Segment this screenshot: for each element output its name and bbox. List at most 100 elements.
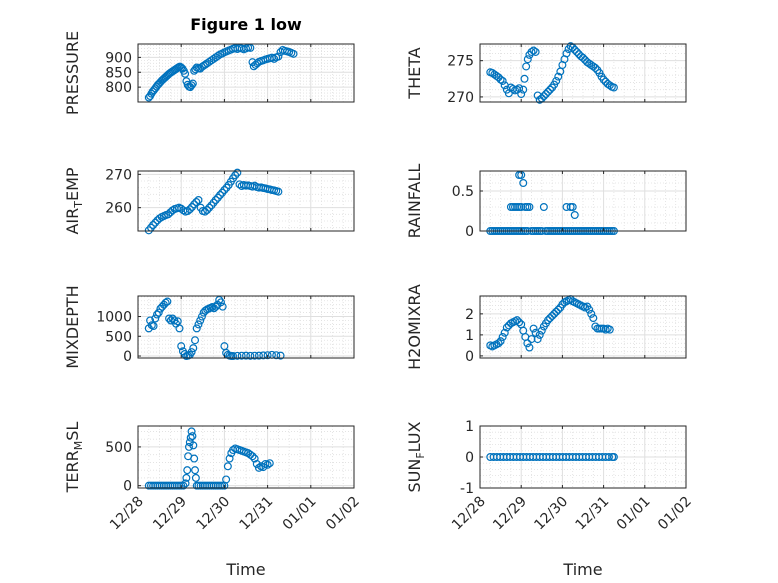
terr_msl-data-point [183,466,192,475]
h2omixra-data-point [552,307,561,316]
h2omixra-series [486,295,614,352]
terr_msl-ylabel-subscript: M [72,441,85,451]
sun_flux-ytick-label: 1 [465,419,474,435]
mixdepth-data-point [246,351,255,360]
air_temp-data-point [192,198,201,207]
mixdepth-series [144,295,285,361]
theta-ylabel-text: THETA [405,47,424,99]
h2omixra-data-point [550,309,559,318]
terr_msl-data-point [254,463,263,472]
mixdepth-data-point [191,336,200,345]
terr_msl-ylabel: TERRMSL [63,422,85,494]
rainfall-data-point [525,203,534,212]
theta-data-point [522,62,531,71]
h2omixra-data-point [554,305,563,314]
mixdepth-data-point [189,344,198,353]
terr_msl-data-point [225,454,234,463]
theta-data-point [552,76,561,85]
rainfall-data-point [539,203,548,212]
air_temp-data-point [200,207,209,216]
theta-data-point [520,74,529,83]
terr_msl-xlabel: Time [225,560,265,579]
terr_msl-data-point [177,481,186,490]
mixdepth-ytick-label: 500 [105,329,132,345]
terr_msl-ytick-label: 500 [105,440,132,456]
air_temp-data-point [233,168,242,177]
h2omixra-data-point [533,335,542,344]
pressure-data-point [270,54,279,63]
mixdepth-data-point [263,351,272,360]
sun_flux-xtick-label: 12/28 [449,494,489,534]
theta-data-point [546,85,555,94]
air_temp-data-point [203,206,212,215]
h2omixra-ylabel-text: H2OMIXRA [405,284,424,370]
mixdepth-data-point [196,316,205,325]
air_temp-data-point [183,207,192,216]
mixdepth-data-point [177,342,186,351]
mixdepth-data-point [229,352,238,361]
terr_msl-xtick-label: 12/30 [193,494,233,534]
air_temp-data-point [274,187,283,196]
air_temp-ylabel-subscript: T [72,201,85,209]
theta-data-point [513,85,522,94]
h2omixra-data-point [523,339,532,348]
h2omixra-data-point [546,314,555,323]
h2omixra-axes-box [479,295,687,359]
pressure-ytick-label: 850 [105,65,132,81]
terr_msl-data-point [182,473,191,482]
theta-data-point [531,47,540,56]
sun_flux-xlabel: Time [562,560,602,579]
rainfall-data-point [519,179,528,188]
subplot-h2omixra: 0 1 2 H2OMIXRA [405,284,687,370]
h2omixra-data-point [502,323,511,332]
terr_msl-data-point [250,454,259,463]
air_temp-data-point [164,210,173,219]
h2omixra-grid [479,296,687,358]
mixdepth-data-point [233,351,242,360]
theta-data-point [539,92,548,101]
terr_msl-axes-box [137,425,355,489]
h2omixra-data-point [515,318,524,327]
theta-data-point [578,53,587,62]
h2omixra-ytick-label: 2 [465,307,474,323]
theta-data-point [570,45,579,54]
sun_flux-data-point [609,453,618,462]
theta-grid [479,44,687,102]
air_temp-ylabel: AIRTEMP [63,167,85,234]
theta-data-point [523,55,532,64]
terr_msl-data-point [187,427,196,436]
pressure-grid [137,44,355,103]
h2omixra-ytick-label: 0 [465,349,474,365]
air_temp-data-point [211,196,220,205]
mixdepth-data-point [151,314,160,323]
mixdepth-axes-box [137,295,355,359]
terr_msl-data-point [216,481,225,490]
air_temp-grid [137,171,355,231]
air_temp-axes-box [137,170,355,232]
air_temp-data-point [216,191,225,200]
mixdepth-data-point [218,302,227,311]
rainfall-ylabel-text: RAINFALL [405,164,424,239]
sun_flux-ylabel: SUNFLUX [405,421,427,492]
mixdepth-data-point [173,317,182,326]
terr_msl-data-point [248,452,257,461]
terr_msl-data-point [223,462,232,471]
air_temp-data-point [190,200,199,209]
subplot-theta: 270 275 THETA [405,42,687,106]
h2omixra-data-point [494,339,503,348]
mixdepth-data-point [165,314,174,323]
air_temp-data-point [220,186,229,195]
rainfall-data-point [568,203,577,212]
pressure-data-point [188,79,197,88]
theta-data-point [517,90,526,99]
theta-data-point [599,75,608,84]
mixdepth-data-point [161,298,170,307]
terr_msl-xtick-label: 01/02 [323,494,363,534]
h2omixra-ylabel: H2OMIXRA [405,284,424,370]
pressure-ytick-label: 900 [105,50,132,66]
sun_flux-xtick-label: 01/02 [655,494,695,534]
sun_flux-ylabel-subscript: F [414,452,427,458]
h2omixra-data-point [525,343,534,352]
